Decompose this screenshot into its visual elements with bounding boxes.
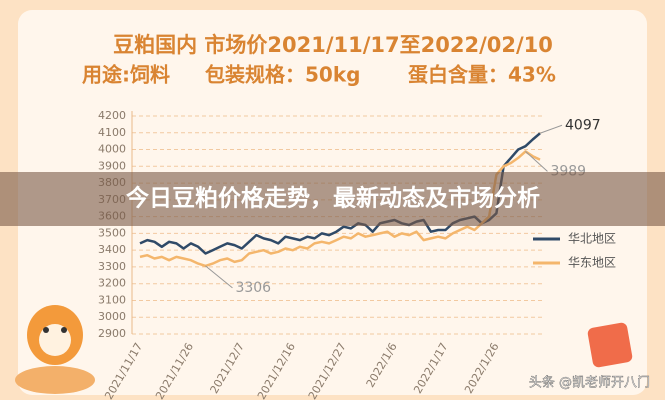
y-tick-label: 3100 <box>98 293 126 306</box>
legend-label: 华东地区 <box>568 256 616 270</box>
chart-title: 豆粕国内 市场价2021/11/17至2022/02/10 <box>113 33 553 57</box>
data-label: 4097 <box>565 117 601 133</box>
y-tick-label: 3400 <box>98 243 126 256</box>
legend-label: 华北地区 <box>568 232 616 246</box>
data-label: 3306 <box>235 280 271 296</box>
y-tick-label: 3500 <box>98 226 126 239</box>
tiger-illustration <box>15 305 633 394</box>
banner-band <box>0 172 665 226</box>
subtitle-item: 蛋白含量：43% <box>408 63 556 87</box>
annotation-leader <box>205 265 233 289</box>
annotation-leader <box>539 124 563 134</box>
watermark: 头条 @凯老师开八门 <box>529 375 650 391</box>
y-tick-label: 3200 <box>98 277 126 290</box>
y-tick-label: 4100 <box>98 126 126 139</box>
y-tick-label: 3900 <box>98 159 126 172</box>
banner-text: 今日豆粕价格走势，最新动态及市场分析 <box>126 185 540 212</box>
y-tick-label: 2900 <box>98 327 126 340</box>
line <box>139 150 541 268</box>
subtitle-item: 包装规格：50kg <box>205 63 360 87</box>
annotation-leader <box>525 151 548 172</box>
subtitle: 用途:饲料 包装规格：50kg 蛋白含量：43% <box>82 63 556 87</box>
y-tick-label: 3000 <box>98 310 126 323</box>
y-tick-label: 4000 <box>98 143 126 156</box>
subtitle-item: 用途:饲料 <box>82 63 170 87</box>
y-tick-label: 4200 <box>98 109 126 122</box>
y-tick-label: 3300 <box>98 260 126 273</box>
